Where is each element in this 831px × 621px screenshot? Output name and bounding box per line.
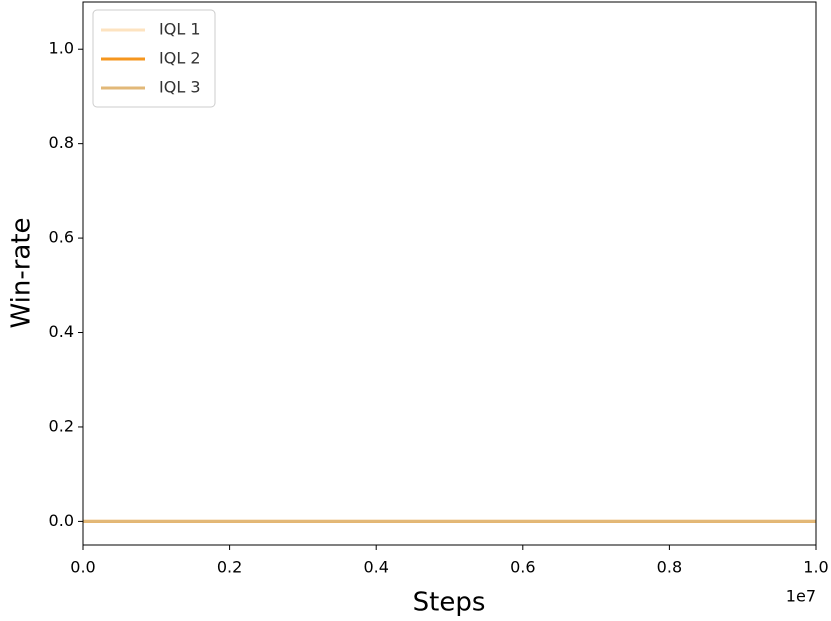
x-tick-label: 0.2	[217, 558, 242, 577]
x-tick-label: 0.6	[510, 558, 535, 577]
legend-label: IQL 1	[159, 20, 201, 39]
legend: IQL 1 IQL 2 IQL 3	[92, 9, 216, 108]
x-tick-label: 0.0	[70, 558, 95, 577]
x-tick-label: 0.8	[657, 558, 682, 577]
y-tick-label: 0.2	[49, 416, 74, 435]
y-axis-label: Win-rate	[7, 217, 37, 328]
x-axis-label: Steps	[413, 588, 486, 618]
y-tick-label: 0.0	[49, 511, 74, 530]
legend-label: IQL 3	[159, 78, 201, 97]
x-offset-label: 1e7	[786, 587, 816, 606]
y-tick-label: 0.4	[49, 322, 74, 341]
x-tick-label: 1.0	[803, 558, 828, 577]
y-tick-label: 0.6	[49, 228, 74, 247]
x-tick-label: 0.4	[363, 558, 388, 577]
y-tick-label: 0.8	[49, 133, 74, 152]
legend-box	[92, 9, 216, 108]
y-tick-label: 1.0	[49, 39, 74, 58]
plot-frame	[82, 1, 817, 546]
legend-label: IQL 2	[159, 49, 201, 68]
